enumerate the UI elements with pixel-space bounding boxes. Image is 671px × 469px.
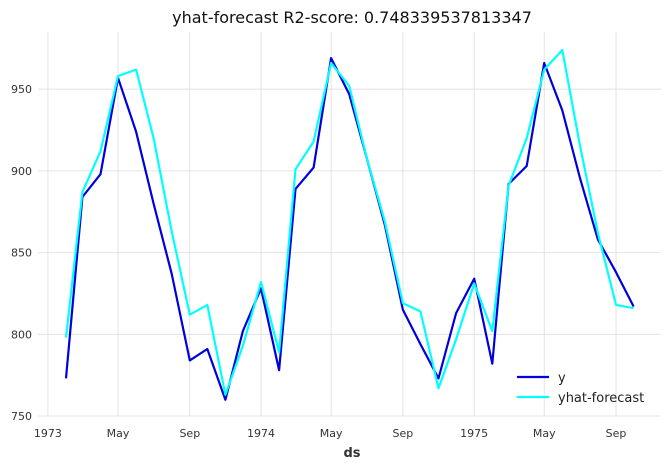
x-tick-labels: 1973 May Sep 1974 May Sep 1975 May Sep <box>34 427 626 440</box>
x-tick-label: Sep <box>393 427 414 440</box>
x-gridlines <box>47 32 617 416</box>
x-tick-label: 1973 <box>34 427 62 440</box>
x-tick-label: May <box>320 427 343 440</box>
y-gridlines <box>38 88 661 417</box>
x-tick-label: 1974 <box>247 427 275 440</box>
y-tick-labels: 750 800 850 900 950 <box>11 83 32 423</box>
x-tick-label: 1975 <box>460 427 488 440</box>
x-tick-label: May <box>533 427 556 440</box>
legend-label-y: y <box>558 371 566 386</box>
y-tick-label: 950 <box>11 83 32 96</box>
y-tick-label: 900 <box>11 165 32 178</box>
y-tick-label: 850 <box>11 247 32 260</box>
x-tick-label: Sep <box>179 427 200 440</box>
y-tick-label: 800 <box>11 328 32 341</box>
x-axis-label: ds <box>343 446 360 461</box>
x-tick-label: Sep <box>606 427 627 440</box>
chart-title: yhat-forecast R2-score: 0.74833953781334… <box>172 8 532 27</box>
y-tick-label: 750 <box>11 410 32 423</box>
series-line-yhat-forecast <box>64 48 634 396</box>
legend: y yhat-forecast <box>517 371 644 406</box>
legend-label-yhat-forecast: yhat-forecast <box>558 391 644 406</box>
series-layer <box>64 48 635 401</box>
series-line-y <box>64 56 635 401</box>
x-tick-label: May <box>107 427 130 440</box>
